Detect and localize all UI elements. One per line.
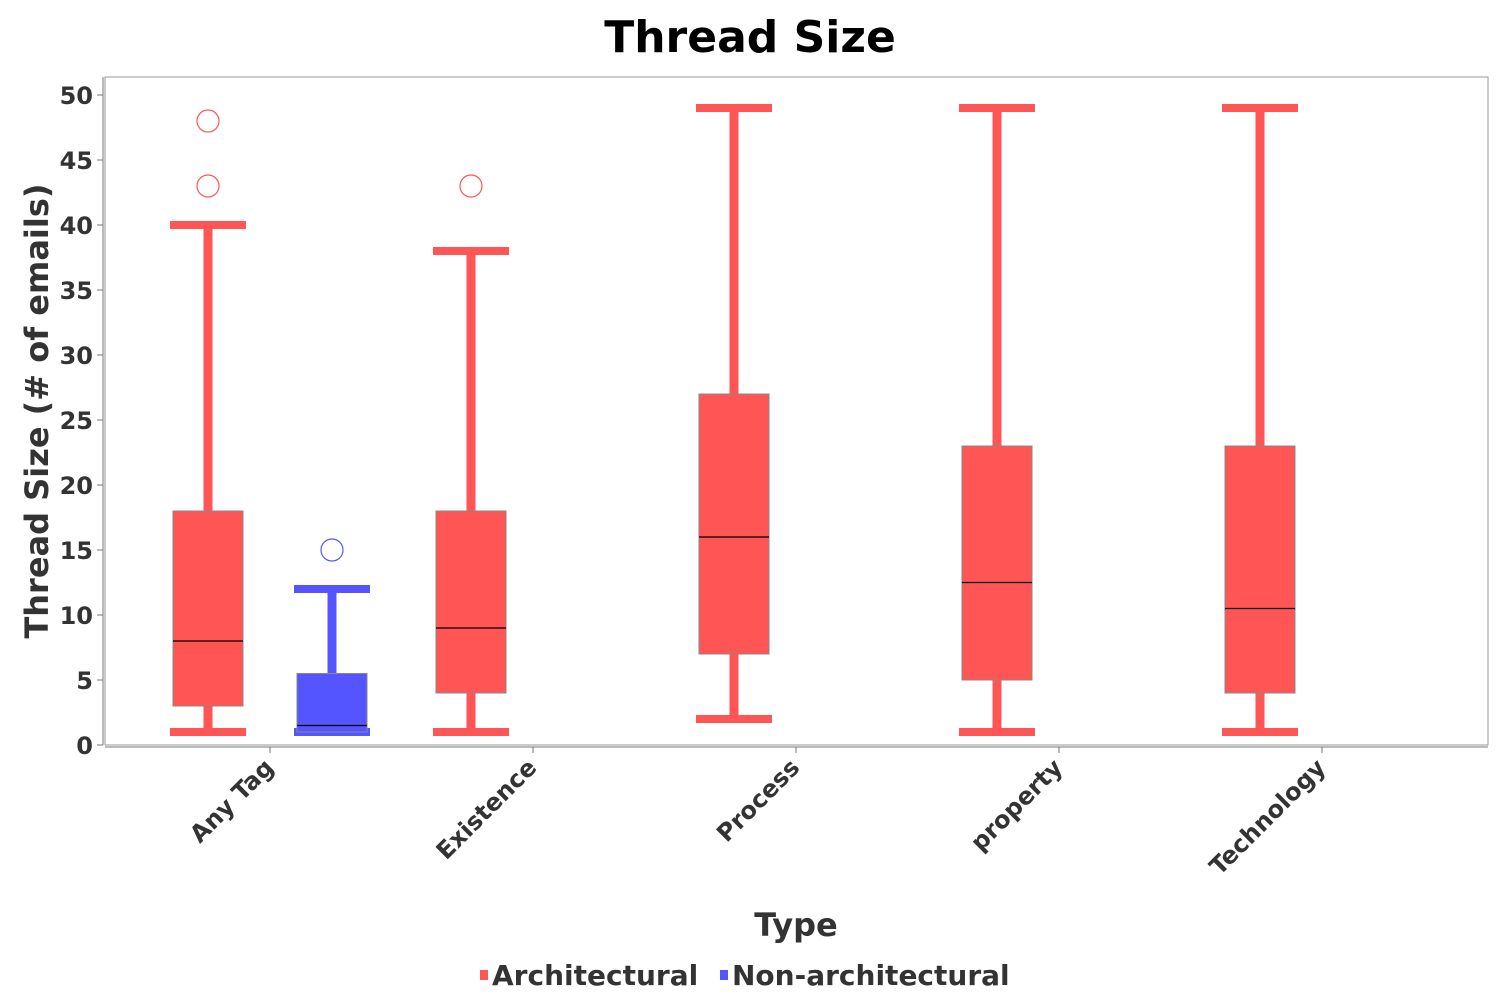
y-tick-label: 35	[60, 277, 93, 305]
y-tick-label: 5	[76, 667, 93, 695]
outlier-point	[320, 538, 344, 562]
x-tick-label: Existence	[431, 753, 543, 865]
iqr-box	[296, 673, 368, 733]
legend-label-non-architectural: Non-architectural	[732, 959, 1010, 992]
legend-swatch-non-architectural	[720, 970, 728, 980]
x-axis-title: Type	[754, 906, 838, 944]
box-architectural-existence	[433, 174, 509, 736]
iqr-box	[435, 510, 507, 694]
iqr-box	[961, 445, 1033, 681]
y-tick-label: 50	[60, 82, 93, 110]
outlier-point	[196, 174, 220, 198]
box-non-architectural-any-tag	[294, 538, 370, 736]
y-tick-label: 30	[60, 342, 93, 370]
box-architectural-any-tag	[170, 109, 246, 736]
outlier-point	[459, 174, 483, 198]
box-series	[170, 104, 1298, 736]
box-architectural-technology	[1222, 104, 1298, 736]
outlier-point	[196, 109, 220, 133]
legend: Architectural Non-architectural	[480, 959, 1010, 992]
iqr-box	[1224, 445, 1296, 694]
x-tick-label: property	[965, 753, 1068, 856]
y-tick-label: 45	[60, 147, 93, 175]
x-axis: Any Tag Existence Process property Technolog…	[105, 746, 1488, 881]
y-tick-label: 25	[60, 407, 93, 435]
y-axis: 0 5 10 15 20 25 30 35 40 45 50	[60, 77, 104, 760]
x-tick-label: Process	[711, 753, 805, 847]
y-tick-label: 20	[60, 472, 93, 500]
box-architectural-property	[959, 104, 1035, 736]
x-tick-label: Any Tag	[184, 753, 279, 848]
y-tick-label: 15	[60, 537, 93, 565]
chart-title: Thread Size	[604, 12, 896, 63]
y-tick-label: 40	[60, 212, 93, 240]
iqr-box	[172, 510, 244, 707]
legend-label-architectural: Architectural	[492, 959, 698, 992]
y-axis-title: Thread Size (# of emails)	[18, 183, 56, 638]
iqr-box	[698, 393, 770, 655]
y-tick-label: 10	[60, 602, 93, 630]
y-tick-label: 0	[76, 732, 93, 760]
box-architectural-process	[696, 104, 772, 723]
x-tick-label: Technology	[1204, 753, 1331, 880]
legend-swatch-architectural	[480, 970, 488, 980]
